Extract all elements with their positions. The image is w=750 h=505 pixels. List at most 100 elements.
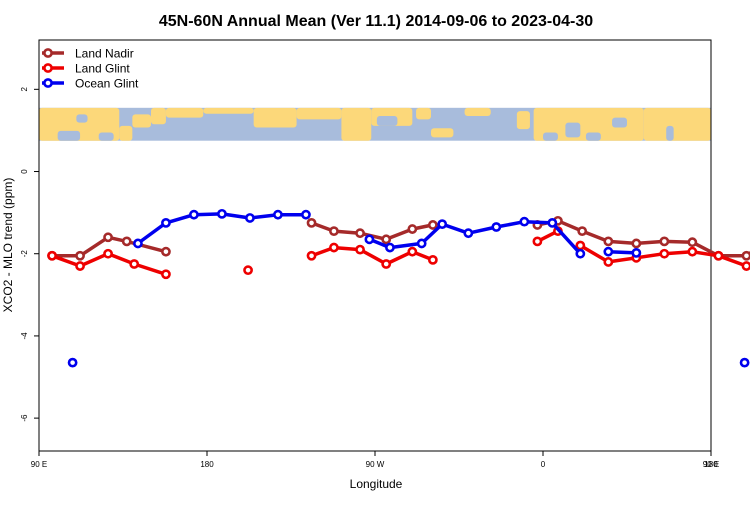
land-glint-point-15: [603, 257, 614, 267]
land-nadir-point-5: [306, 217, 317, 228]
series-land-glint: [47, 226, 750, 280]
x-tick-label-2: 90 W: [366, 460, 385, 469]
ocean-glint-point-14: [519, 216, 530, 227]
series-layer: [47, 208, 750, 368]
map-land-4: [165, 107, 204, 118]
land-glint-point-6: [306, 250, 317, 261]
map-sea-8: [666, 125, 674, 141]
legend-marker-land-nadir: [43, 48, 53, 58]
land-nadir-point-15: [631, 238, 642, 249]
x-tick-label-5: 180: [704, 460, 718, 469]
map-sea-1: [98, 132, 114, 141]
series-ocean-glint: [67, 208, 750, 368]
map-land-8: [341, 107, 372, 141]
land-glint-point-14: [575, 240, 586, 251]
land-glint-point-8: [355, 244, 365, 255]
land-glint-point-4: [161, 269, 171, 280]
map-sea-6: [585, 132, 601, 141]
map-land-15: [643, 107, 711, 141]
land-glint-line-4: [578, 243, 750, 268]
y-tick-label-3: -4: [20, 332, 29, 340]
y-tick-label-4: -6: [20, 414, 29, 422]
map-land-3: [151, 107, 166, 125]
land-nadir-point-17: [687, 237, 698, 248]
x-axis-label: Longitude: [350, 477, 403, 491]
ocean-glint-point-7: [301, 209, 311, 220]
land-nadir-point-8: [381, 234, 392, 245]
land-glint-point-10: [407, 246, 418, 257]
y-tick-label-0: 2: [20, 87, 29, 92]
land-nadir-point-13: [577, 226, 588, 237]
land-nadir-point-14: [603, 236, 614, 247]
map-land-2: [132, 114, 151, 128]
ocean-glint-point-5: [245, 213, 255, 223]
land-glint-point-3: [129, 259, 140, 269]
ocean-glint-point-8: [364, 234, 375, 245]
map-sea-5: [565, 122, 581, 138]
land-glint-point-0: [47, 250, 57, 261]
land-glint-point-11: [427, 254, 438, 265]
land-nadir-point-4: [161, 246, 171, 257]
land-glint-point-19: [713, 250, 724, 261]
ocean-glint-point-0: [67, 357, 78, 368]
ocean-glint-point-17: [603, 246, 614, 257]
ocean-glint-point-6: [273, 209, 283, 220]
land-nadir-point-3: [121, 236, 132, 247]
land-nadir-point-7: [355, 228, 365, 239]
ocean-glint-line-2: [367, 219, 583, 256]
ocean-glint-point-3: [189, 209, 199, 220]
map-sea-0: [57, 130, 81, 141]
map-land-13: [516, 111, 530, 130]
ocean-glint-point-12: [463, 228, 474, 239]
land-nadir-point-2: [103, 232, 113, 243]
x-tick-label-1: 180: [200, 460, 214, 469]
ocean-glint-point-16: [575, 248, 586, 259]
land-glint-point-2: [103, 248, 113, 259]
map-land-1: [119, 125, 133, 141]
chart-title: 45N-60N Annual Mean (Ver 11.1) 2014-09-0…: [159, 13, 593, 30]
map-land-14: [533, 107, 644, 141]
legend-marker-land-glint: [43, 63, 53, 73]
map-sea-2: [76, 114, 88, 123]
legend-marker-ocean-glint: [43, 78, 53, 88]
legend-label-land-glint: Land Glint: [75, 62, 130, 76]
legend-label-land-nadir: Land Nadir: [75, 47, 134, 61]
land-nadir-point-1: [75, 250, 85, 261]
world-map-strip: [39, 107, 711, 141]
map-land-6: [253, 107, 297, 128]
land-nadir-point-10: [427, 220, 438, 230]
y-tick-label-2: -2: [20, 250, 29, 258]
land-nadir-point-19: [741, 250, 750, 261]
land-glint-point-17: [659, 248, 670, 259]
ocean-glint-point-2: [161, 217, 171, 228]
x-tick-label-0: 90 E: [31, 460, 47, 469]
y-axis-label: XCO2 - MLO trend (ppm): [1, 178, 15, 313]
land-glint-point-5: [243, 265, 253, 276]
ocean-glint-point-4: [217, 208, 227, 219]
x-tick-label-4: 90 E: [703, 460, 719, 469]
land-nadir-point-9: [407, 224, 418, 234]
ocean-glint-point-15: [547, 217, 558, 228]
ocean-glint-point-13: [491, 222, 502, 232]
land-glint-point-18: [687, 246, 698, 257]
map-sea-3: [376, 116, 398, 126]
ocean-glint-point-10: [416, 238, 427, 249]
ocean-glint-point-1: [133, 238, 143, 249]
x-tick-label-3: 0: [541, 460, 546, 469]
series-land-nadir: [47, 215, 750, 261]
ocean-glint-point-11: [437, 219, 448, 230]
map-land-10: [416, 107, 431, 120]
map-land-5: [203, 107, 254, 114]
map-sea-4: [543, 132, 558, 141]
map-land-7: [296, 107, 342, 120]
ocean-glint-point-18: [631, 247, 642, 258]
ocean-glint-point-19: [739, 357, 750, 368]
land-nadir-point-16: [659, 236, 670, 247]
land-glint-point-20: [741, 261, 750, 271]
land-nadir-point-6: [329, 226, 339, 237]
map-land-11: [431, 128, 454, 138]
legend-label-ocean-glint: Ocean Glint: [75, 77, 139, 91]
